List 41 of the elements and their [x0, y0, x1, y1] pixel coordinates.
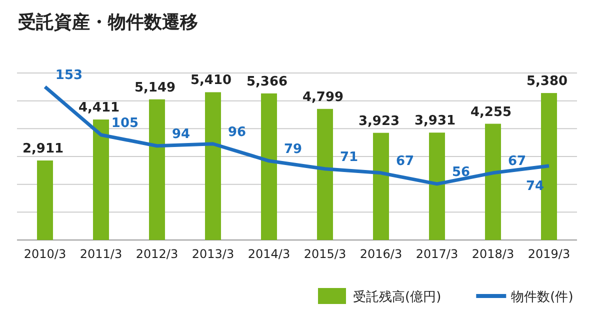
data-label: 56 — [452, 164, 470, 180]
data-label: 153 — [55, 68, 83, 83]
data-label: 4,255 — [470, 104, 512, 120]
x-tick-label: 2014/3 — [248, 247, 290, 261]
data-label: 105 — [111, 116, 139, 131]
x-tick-label: 2015/3 — [304, 247, 346, 261]
data-label: 67 — [396, 154, 414, 169]
x-tick-label: 2010/3 — [24, 247, 66, 261]
chart-title: 受託資産・物件数遷移 — [18, 12, 198, 33]
data-label: 4,411 — [78, 100, 120, 116]
data-label: 2,911 — [22, 141, 64, 156]
data-label: 5,380 — [526, 74, 568, 90]
data-label: 3,923 — [358, 114, 400, 129]
x-tick-label: 2016/3 — [360, 247, 402, 261]
x-tick-label: 2012/3 — [136, 247, 178, 261]
x-tick-label: 2017/3 — [416, 247, 458, 261]
legend-label: 物件数(件) — [511, 290, 574, 305]
bar — [429, 132, 445, 240]
bar — [205, 92, 221, 240]
data-label: 5,149 — [134, 80, 176, 96]
x-tick-label: 2019/3 — [528, 247, 570, 261]
data-label: 94 — [172, 126, 190, 142]
bar — [261, 93, 277, 240]
bar — [373, 132, 389, 240]
data-label: 71 — [340, 150, 358, 165]
bar — [317, 108, 333, 240]
x-tick-label: 2018/3 — [472, 247, 514, 261]
x-tick-label: 2011/3 — [80, 247, 122, 261]
data-label: 96 — [228, 124, 246, 140]
data-label: 4,799 — [302, 90, 344, 105]
data-label: 79 — [284, 142, 302, 157]
data-label: 67 — [508, 154, 526, 169]
data-label: 3,931 — [414, 114, 456, 129]
bar — [93, 120, 109, 240]
bar — [485, 124, 501, 240]
legend-label: 受託残高(億円) — [353, 289, 442, 305]
x-tick-label: 2013/3 — [192, 247, 234, 261]
data-label: 5,410 — [190, 73, 232, 88]
bar — [149, 99, 165, 240]
data-label: 5,366 — [246, 74, 288, 90]
bar — [37, 160, 53, 240]
